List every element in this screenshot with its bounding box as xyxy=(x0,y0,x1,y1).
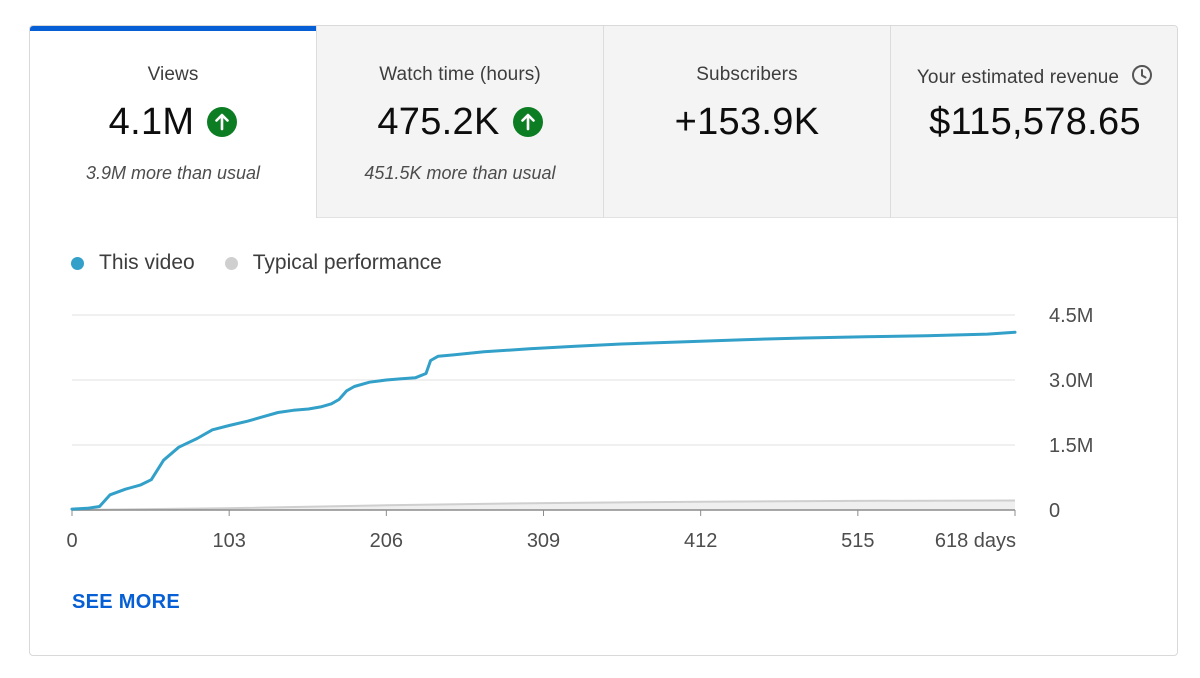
trend-up-icon xyxy=(207,107,238,137)
tab-revenue-value: $115,578.65 xyxy=(929,100,1141,143)
y-tick-label: 0 xyxy=(1049,500,1060,522)
legend-item-this-video[interactable]: This video xyxy=(71,251,195,275)
y-tick-label: 1.5M xyxy=(1049,435,1093,457)
trend-up-icon xyxy=(512,107,543,137)
legend-label-this-video: This video xyxy=(99,251,195,274)
see-more-button[interactable]: SEE MORE xyxy=(72,591,180,613)
tab-watch-time-value: 475.2K xyxy=(377,100,500,143)
legend-dot-typical-performance xyxy=(224,256,238,270)
tab-estimated-revenue[interactable]: Your estimated revenue $115,578.65 xyxy=(891,26,1177,218)
x-tick-label: 309 xyxy=(527,530,560,552)
tab-subscribers-value: +153.9K xyxy=(674,100,820,143)
tab-views-comparison: 3.9M more than usual xyxy=(85,163,261,183)
series-line-this-video xyxy=(70,330,1017,511)
tab-watch-time-comparison: 451.5K more than usual xyxy=(364,163,556,183)
x-tick-label: 618 days xyxy=(935,530,1016,552)
analytics-card: Views 4.1M 3.9M more than usual Watch ti… xyxy=(29,25,1178,656)
legend-label-typical-performance: Typical performance xyxy=(252,251,442,274)
chart-legend: This video Typical performance xyxy=(71,250,472,276)
tab-revenue-label: Your estimated revenue xyxy=(916,67,1120,89)
series-line-typical-performance xyxy=(71,499,1016,511)
x-tick-label: 515 xyxy=(841,530,874,552)
y-tick-label: 4.5M xyxy=(1049,305,1093,327)
tab-views-label: Views xyxy=(147,64,199,85)
views-line-chart: 0 1.5M 3.0M 4.5M 0 103 206 309 412 515 618 days xyxy=(66,305,1093,552)
tab-views[interactable]: Views 4.1M 3.9M more than usual xyxy=(30,26,317,218)
x-tick-label: 0 xyxy=(66,530,77,552)
tab-watch-time[interactable]: Watch time (hours) 475.2K 451.5K more th… xyxy=(317,26,604,218)
x-tick-label: 206 xyxy=(370,530,403,552)
legend-item-typical-performance[interactable]: Typical performance xyxy=(224,251,442,275)
clock-icon[interactable] xyxy=(1131,64,1153,92)
x-tick-label: 103 xyxy=(212,530,245,552)
tab-views-value: 4.1M xyxy=(108,100,195,143)
legend-dot-this-video xyxy=(71,256,84,270)
tab-subscribers[interactable]: Subscribers +153.9K xyxy=(604,26,891,218)
tab-watch-time-label: Watch time (hours) xyxy=(379,64,541,85)
metric-tabs: Views 4.1M 3.9M more than usual Watch ti… xyxy=(30,26,1177,218)
x-tick-label: 412 xyxy=(684,530,717,552)
tab-subscribers-label: Subscribers xyxy=(696,64,798,85)
y-tick-label: 3.0M xyxy=(1049,370,1093,392)
